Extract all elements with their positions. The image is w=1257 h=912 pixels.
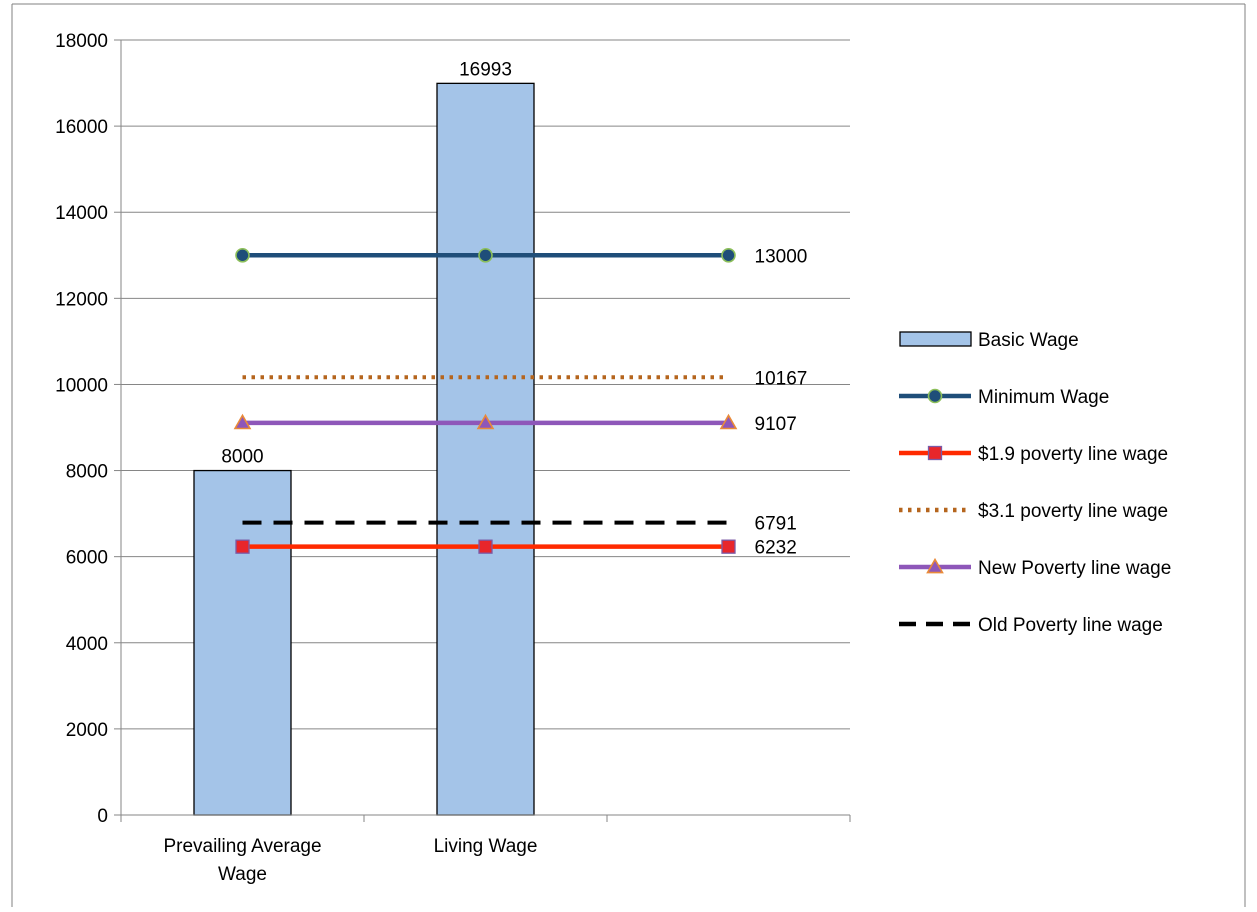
legend-label: Old Poverty line wage bbox=[978, 615, 1163, 636]
line-point-marker bbox=[235, 247, 250, 263]
legend-entry: Old Poverty line wage bbox=[899, 615, 1163, 636]
legend-entry: New Poverty line wage bbox=[899, 557, 1171, 579]
line-point-marker bbox=[721, 539, 736, 554]
y-tick-label: 16000 bbox=[55, 117, 108, 138]
axes: 0 2000 4000 6000 8000 10000 12000 14000 16000 180… bbox=[55, 31, 851, 885]
y-tick-label: 10000 bbox=[55, 375, 108, 396]
line-point-marker bbox=[235, 539, 250, 554]
legend-entry: Basic Wage bbox=[899, 330, 1079, 351]
y-tick-label: 2000 bbox=[66, 720, 108, 741]
legend-entry: $3.1 poverty line wage bbox=[899, 501, 1168, 522]
line-point-marker bbox=[719, 413, 738, 430]
line-point-marker bbox=[927, 445, 943, 461]
y-tick-label: 14000 bbox=[55, 203, 108, 224]
x-tick-label: Prevailing Average bbox=[163, 836, 321, 857]
bar bbox=[193, 469, 292, 816]
legend: Basic Wage Minimum Wage $1.9 poverty line … bbox=[899, 330, 1171, 636]
legend-label: Basic Wage bbox=[978, 330, 1079, 351]
line-point-marker bbox=[721, 247, 736, 263]
bar-data-label: 8000 bbox=[221, 447, 263, 468]
line-series bbox=[233, 247, 738, 554]
line-end-label: 10167 bbox=[755, 368, 808, 389]
legend-label: $3.1 poverty line wage bbox=[978, 501, 1168, 522]
legend-label: $1.9 poverty line wage bbox=[978, 444, 1168, 465]
line-point-marker bbox=[926, 557, 944, 574]
y-tick-label: 8000 bbox=[66, 462, 108, 483]
line-end-label: 6232 bbox=[755, 538, 797, 559]
line-end-label: 9107 bbox=[755, 414, 797, 435]
line-point-marker bbox=[476, 413, 495, 430]
line-end-label: 13000 bbox=[755, 246, 808, 267]
y-tick-label: 0 bbox=[97, 806, 108, 827]
legend-label: Minimum Wage bbox=[978, 387, 1109, 408]
line-end-label: 6791 bbox=[755, 514, 797, 535]
line-point-marker bbox=[478, 247, 493, 263]
line-point-marker bbox=[927, 388, 943, 404]
legend-swatch bbox=[899, 331, 972, 347]
legend-label: New Poverty line wage bbox=[978, 558, 1171, 579]
y-tick-label: 4000 bbox=[66, 634, 108, 655]
legend-entry: Minimum Wage bbox=[899, 387, 1109, 408]
x-tick-label: Living Wage bbox=[434, 836, 538, 857]
bar-data-label: 16993 bbox=[459, 59, 512, 80]
y-tick-label: 6000 bbox=[66, 548, 108, 569]
bar bbox=[436, 82, 535, 816]
y-tick-label: 18000 bbox=[55, 31, 108, 52]
data-labels: 8000 16993 13000 6232 10167 9107 6791 bbox=[221, 59, 807, 558]
y-tick-label: 12000 bbox=[55, 289, 108, 310]
x-tick-label: Wage bbox=[218, 864, 267, 885]
line-point-marker bbox=[478, 539, 493, 554]
bar-series bbox=[193, 82, 535, 816]
line-point-marker bbox=[233, 413, 252, 430]
legend-entry: $1.9 poverty line wage bbox=[899, 444, 1168, 465]
